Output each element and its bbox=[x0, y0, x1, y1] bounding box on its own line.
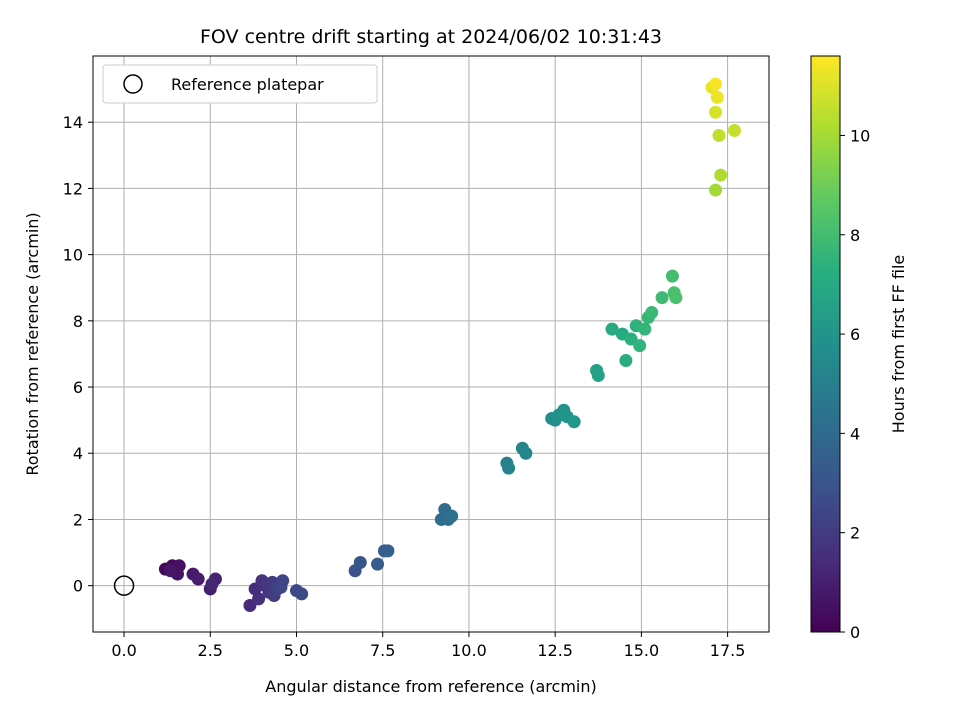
x-tick-label: 17.5 bbox=[710, 641, 746, 660]
x-axis-ticks: 0.0 2.5 5.0 7.5 10.0 12.5 15.0 17.5 bbox=[111, 632, 745, 660]
data-point bbox=[371, 557, 385, 571]
y-tick-label: 12 bbox=[63, 179, 83, 198]
y-tick-label: 0 bbox=[73, 577, 83, 596]
data-point bbox=[519, 446, 533, 460]
data-point bbox=[353, 555, 367, 569]
data-point bbox=[728, 123, 742, 137]
x-tick-label: 15.0 bbox=[624, 641, 660, 660]
x-axis-label: Angular distance from reference (arcmin) bbox=[265, 677, 596, 696]
colorbar-tick-label: 10 bbox=[850, 126, 870, 145]
data-point bbox=[381, 544, 395, 558]
colorbar-tick-label: 4 bbox=[850, 424, 860, 443]
y-tick-label: 4 bbox=[73, 444, 83, 463]
x-tick-label: 0.0 bbox=[111, 641, 136, 660]
data-point bbox=[445, 509, 459, 523]
data-point bbox=[605, 322, 619, 336]
data-point bbox=[191, 572, 205, 586]
y-tick-label: 2 bbox=[73, 510, 83, 529]
data-point bbox=[295, 587, 309, 601]
data-point bbox=[712, 128, 726, 142]
legend-label: Reference platepar bbox=[171, 75, 324, 94]
data-point bbox=[164, 564, 178, 578]
colorbar-label: Hours from first FF file bbox=[889, 255, 908, 434]
reference-marker-group bbox=[113, 575, 135, 596]
colorbar-tick-label: 2 bbox=[850, 524, 860, 543]
plot-frame bbox=[92, 55, 770, 633]
x-tick-label: 10.0 bbox=[451, 641, 487, 660]
colorbar-tick-label: 8 bbox=[850, 226, 860, 245]
x-tick-label: 2.5 bbox=[198, 641, 223, 660]
colorbar-ticks: 0 2 4 6 8 10 bbox=[840, 126, 870, 642]
scatter-points bbox=[158, 77, 742, 613]
data-point bbox=[619, 354, 633, 368]
x-tick-label: 12.5 bbox=[537, 641, 573, 660]
colorbar-tick-label: 0 bbox=[850, 623, 860, 642]
data-point bbox=[669, 291, 683, 305]
y-tick-label: 6 bbox=[73, 378, 83, 397]
data-point bbox=[645, 306, 659, 320]
x-tick-label: 5.0 bbox=[284, 641, 309, 660]
data-point bbox=[274, 580, 288, 594]
data-point bbox=[567, 415, 581, 429]
data-point bbox=[709, 105, 723, 119]
chart-title: FOV centre drift starting at 2024/06/02 … bbox=[200, 26, 662, 48]
legend-box bbox=[102, 64, 378, 104]
grid bbox=[93, 56, 769, 632]
legend: Reference platepar bbox=[102, 64, 378, 104]
data-point bbox=[502, 461, 516, 475]
y-tick-label: 14 bbox=[63, 113, 83, 132]
y-axis-ticks: 0 2 4 6 8 10 12 14 bbox=[63, 113, 93, 596]
data-point bbox=[665, 269, 679, 283]
colorbar: 0 2 4 6 8 10 Hours from first FF file bbox=[810, 55, 908, 642]
data-point bbox=[709, 183, 723, 197]
data-point bbox=[710, 90, 724, 104]
data-point bbox=[252, 592, 266, 606]
y-tick-label: 10 bbox=[63, 246, 83, 265]
data-point bbox=[633, 339, 647, 353]
x-tick-label: 7.5 bbox=[370, 641, 395, 660]
data-point bbox=[709, 77, 723, 91]
legend-marker bbox=[123, 74, 143, 94]
colorbar-gradient bbox=[810, 55, 841, 633]
data-point bbox=[714, 168, 728, 182]
data-point bbox=[205, 577, 219, 591]
y-tick-label: 8 bbox=[73, 312, 83, 331]
data-point bbox=[655, 291, 669, 305]
data-point bbox=[638, 322, 652, 336]
y-axis-label: Rotation from reference (arcmin) bbox=[23, 212, 42, 475]
reference-marker bbox=[113, 575, 135, 596]
data-point bbox=[591, 368, 605, 382]
colorbar-tick-label: 6 bbox=[850, 325, 860, 344]
